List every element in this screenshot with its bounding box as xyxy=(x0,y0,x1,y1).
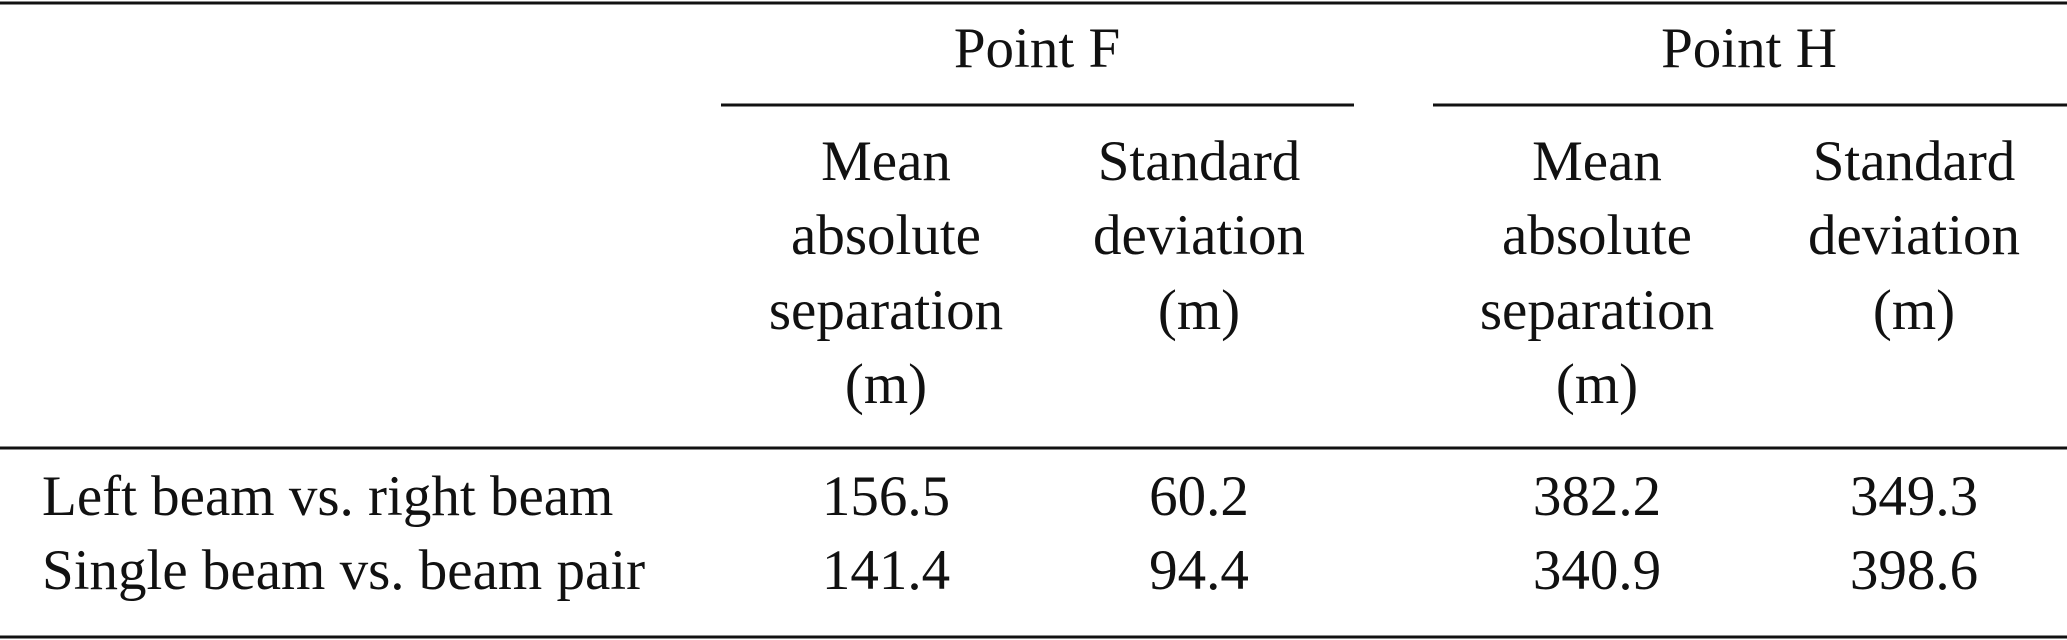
group-header: Point F xyxy=(954,17,1120,80)
column-header: (m) xyxy=(1556,353,1638,416)
column-header: Standard xyxy=(1813,130,2016,193)
column-header: (m) xyxy=(845,353,927,416)
column-header: deviation xyxy=(1093,204,1305,267)
column-header: separation xyxy=(1480,279,1714,342)
cell-value: 94.4 xyxy=(1149,539,1249,602)
cell-value: 141.4 xyxy=(822,539,950,602)
column-header: (m) xyxy=(1873,279,1955,342)
column-header: separation xyxy=(769,279,1003,342)
cell-value: 340.9 xyxy=(1533,539,1661,602)
cell-value: 398.6 xyxy=(1850,539,1978,602)
row-label: Left beam vs. right beam xyxy=(42,465,613,528)
cell-value: 349.3 xyxy=(1850,465,1978,528)
group-header: Point H xyxy=(1661,17,1837,80)
column-header: deviation xyxy=(1808,204,2020,267)
cell-value: 156.5 xyxy=(822,465,950,528)
column-header: Mean xyxy=(1532,130,1662,193)
row-label: Single beam vs. beam pair xyxy=(42,539,645,602)
column-header: absolute xyxy=(1502,204,1692,267)
column-header: Mean xyxy=(821,130,951,193)
cell-value: 60.2 xyxy=(1149,465,1249,528)
column-header: (m) xyxy=(1158,279,1240,342)
cell-value: 382.2 xyxy=(1533,465,1661,528)
column-header: absolute xyxy=(791,204,981,267)
column-header: Standard xyxy=(1098,130,1301,193)
